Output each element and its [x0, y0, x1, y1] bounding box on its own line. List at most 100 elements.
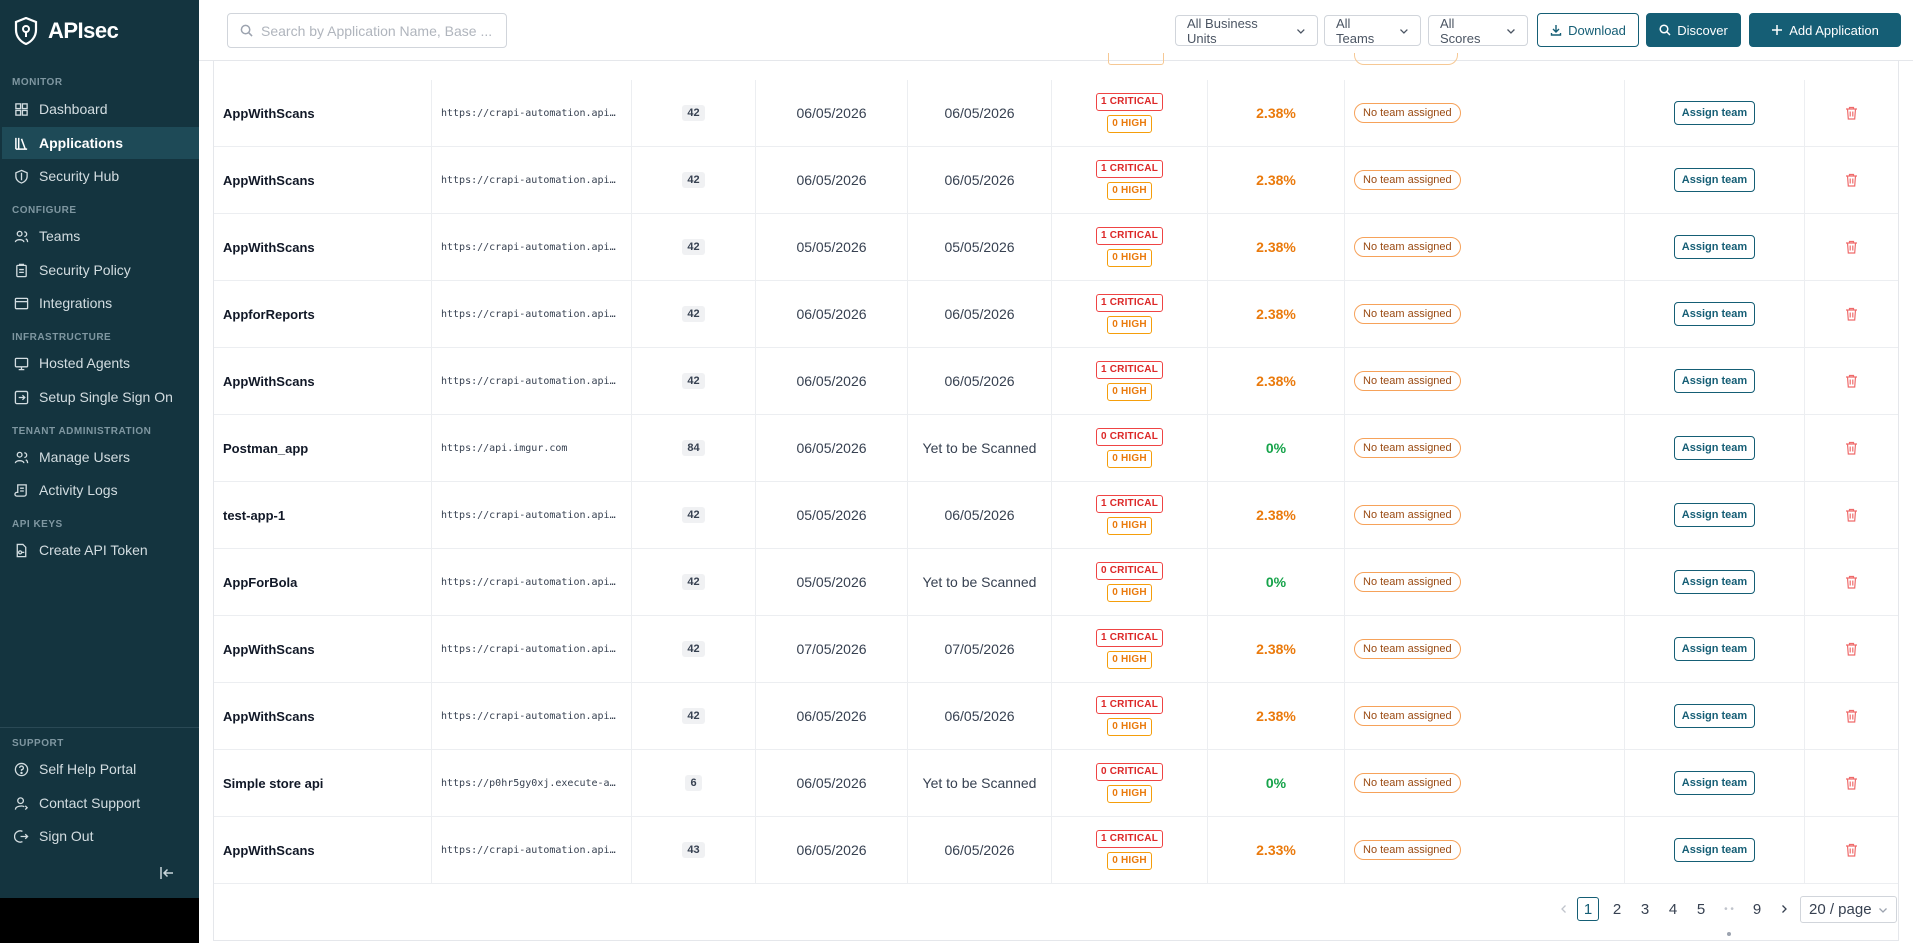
last-scanned-date: 06/05/2026	[908, 482, 1052, 548]
endpoint-count-cell: 6	[632, 750, 756, 816]
base-url: https://api.imgur.com	[441, 442, 568, 454]
critical-count-tag: 1 CRITICAL	[1096, 227, 1163, 245]
assign-team-button[interactable]: Assign team	[1673, 436, 1756, 460]
app-name[interactable]: AppWithScans	[214, 817, 432, 883]
trash-icon[interactable]	[1845, 307, 1858, 321]
table-row[interactable]: Postman_app https://api.imgur.com 84 06/05/…	[214, 415, 1898, 482]
page-3-button[interactable]: 3	[1640, 900, 1650, 918]
sidebar-item-sso[interactable]: Setup Single Sign On	[2, 381, 199, 413]
add-application-button[interactable]: Add Application	[1749, 13, 1901, 47]
trash-icon[interactable]	[1845, 575, 1858, 589]
last-scanned-date: Yet to be Scanned	[908, 750, 1052, 816]
prev-page-button[interactable]	[1553, 897, 1575, 921]
table-row[interactable]: AppforReports https://crapi-automation.ap…	[214, 281, 1898, 348]
next-page-button[interactable]	[1773, 897, 1795, 921]
critical-count-tag: 1 CRITICAL	[1096, 294, 1163, 312]
page-size-select[interactable]: 20 / page	[1800, 896, 1897, 923]
page-9-button[interactable]: 9	[1752, 900, 1762, 918]
assign-team-button[interactable]: Assign team	[1673, 637, 1756, 661]
app-name[interactable]: AppWithScans	[214, 80, 432, 146]
delete-cell	[1805, 549, 1898, 615]
created-date: 06/05/2026	[756, 147, 908, 213]
assign-team-button[interactable]: Assign team	[1673, 369, 1756, 393]
trash-icon[interactable]	[1845, 240, 1858, 254]
assign-team-button[interactable]: Assign team	[1673, 101, 1756, 125]
sidebar-item-self-help[interactable]: Self Help Portal	[2, 753, 199, 785]
sidebar-item-security-policy[interactable]: Security Policy	[2, 254, 199, 286]
search-box[interactable]	[227, 13, 507, 48]
app-name[interactable]: AppWithScans	[214, 683, 432, 749]
sidebar-item-teams[interactable]: Teams	[2, 220, 199, 252]
trash-icon[interactable]	[1845, 508, 1858, 522]
trash-icon[interactable]	[1845, 776, 1858, 790]
assign-team-button[interactable]: Assign team	[1673, 704, 1756, 728]
base-url: https://crapi-automation.apisec.ai	[441, 576, 621, 588]
page-1-button[interactable]: 1	[1577, 897, 1599, 921]
trash-icon[interactable]	[1845, 843, 1858, 857]
sidebar-item-integrations[interactable]: Integrations	[2, 287, 199, 319]
base-url-cell: https://crapi-automation.apisec.ai	[432, 281, 632, 347]
app-name[interactable]: AppWithScans	[214, 214, 432, 280]
pagination-ellipsis[interactable]: • •	[1724, 903, 1734, 915]
table-row[interactable]: test-app-1 https://crapi-automation.apise…	[214, 482, 1898, 549]
sidebar-item-dashboard[interactable]: Dashboard	[2, 93, 199, 125]
sidebar-item-applications[interactable]: Applications	[2, 127, 199, 159]
collapse-sidebar-icon[interactable]	[158, 864, 176, 882]
brand-logo[interactable]: APIsec	[14, 16, 119, 46]
trash-icon[interactable]	[1845, 106, 1858, 120]
created-date: 06/05/2026	[756, 683, 908, 749]
assign-team-button[interactable]: Assign team	[1673, 570, 1756, 594]
app-name[interactable]: AppForBola	[214, 549, 432, 615]
high-count-tag: 0 HIGH	[1107, 517, 1152, 535]
scores-dropdown[interactable]: All Scores	[1428, 15, 1528, 46]
table-row[interactable]: AppWithScans https://crapi-automation.api…	[214, 817, 1898, 884]
sidebar-item-create-token[interactable]: Create API Token	[2, 534, 199, 566]
download-button[interactable]: Download	[1537, 13, 1639, 47]
sidebar-item-activity-logs[interactable]: Activity Logs	[2, 474, 199, 506]
assign-team-button[interactable]: Assign team	[1673, 302, 1756, 326]
table-row[interactable]: AppWithScans https://crapi-automation.api…	[214, 683, 1898, 750]
discover-button[interactable]: Discover	[1646, 13, 1741, 47]
table-row[interactable]: AppWithScans https://crapi-automation.api…	[214, 348, 1898, 415]
sidebar-item-contact-support[interactable]: Contact Support	[2, 787, 199, 819]
section-api-keys: API KEYS	[12, 519, 63, 530]
trash-icon[interactable]	[1845, 642, 1858, 656]
app-name[interactable]: AppWithScans	[214, 616, 432, 682]
page-4-button[interactable]: 4	[1668, 900, 1678, 918]
trash-icon[interactable]	[1845, 173, 1858, 187]
table-row[interactable]: AppWithScans https://crapi-automation.api…	[214, 80, 1898, 147]
page-5-button[interactable]: 5	[1696, 900, 1706, 918]
table-row[interactable]: Simple store api https://p0hr5gy0xj.execu…	[214, 750, 1898, 817]
table-row[interactable]: AppWithScans https://crapi-automation.api…	[214, 214, 1898, 281]
app-name[interactable]: test-app-1	[214, 482, 432, 548]
sidebar-item-sign-out[interactable]: Sign Out	[2, 820, 199, 852]
sidebar-item-manage-users[interactable]: Manage Users	[2, 441, 199, 473]
page-2-button[interactable]: 2	[1612, 900, 1622, 918]
delete-cell	[1805, 348, 1898, 414]
trash-icon[interactable]	[1845, 709, 1858, 723]
app-name[interactable]: AppWithScans	[214, 348, 432, 414]
app-name[interactable]: Simple store api	[214, 750, 432, 816]
team-cell: No team assigned	[1345, 281, 1625, 347]
business-units-dropdown[interactable]: All Business Units	[1175, 15, 1318, 46]
search-input[interactable]	[261, 22, 501, 39]
app-name[interactable]: Postman_app	[214, 415, 432, 481]
trash-icon[interactable]	[1845, 374, 1858, 388]
assign-team-button[interactable]: Assign team	[1673, 771, 1756, 795]
table-row[interactable]: AppForBola https://crapi-automation.apise…	[214, 549, 1898, 616]
sidebar-item-hosted-agents[interactable]: Hosted Agents	[2, 347, 199, 379]
assign-team-button[interactable]: Assign team	[1673, 838, 1756, 862]
assign-team-button[interactable]: Assign team	[1673, 168, 1756, 192]
app-name[interactable]: AppforReports	[214, 281, 432, 347]
trash-icon[interactable]	[1845, 441, 1858, 455]
assign-team-button[interactable]: Assign team	[1673, 503, 1756, 527]
sidebar: APIsec MONITOR Dashboard Applications Se…	[0, 0, 199, 943]
endpoint-count-cell: 42	[632, 348, 756, 414]
sidebar-item-security-hub[interactable]: Security Hub	[2, 160, 199, 192]
app-name[interactable]: AppWithScans	[214, 147, 432, 213]
table-row[interactable]: AppWithScans https://crapi-automation.api…	[214, 616, 1898, 683]
teams-dropdown[interactable]: All Teams	[1324, 15, 1421, 46]
team-status-badge: No team assigned	[1354, 706, 1461, 726]
table-row[interactable]: AppWithScans https://crapi-automation.api…	[214, 147, 1898, 214]
assign-team-button[interactable]: Assign team	[1673, 235, 1756, 259]
